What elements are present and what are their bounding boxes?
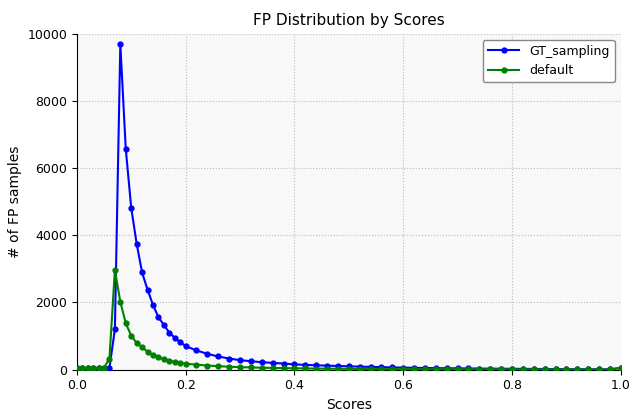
X-axis label: Scores: Scores — [326, 398, 372, 412]
GT_sampling — [73, 365, 81, 370]
Line: default: default — [74, 268, 623, 372]
default — [111, 268, 119, 273]
GT_sampling — [323, 363, 331, 368]
default — [154, 355, 162, 360]
GT_sampling — [204, 351, 211, 356]
GT_sampling — [154, 315, 162, 320]
default — [143, 349, 151, 354]
default — [617, 365, 625, 370]
GT_sampling — [143, 287, 151, 292]
Line: GT_sampling: GT_sampling — [74, 42, 623, 372]
default — [595, 367, 603, 372]
GT_sampling — [617, 365, 625, 370]
Title: FP Distribution by Scores: FP Distribution by Scores — [253, 13, 445, 28]
GT_sampling — [606, 367, 614, 372]
default — [541, 367, 548, 372]
default — [367, 366, 374, 371]
default — [204, 363, 211, 368]
GT_sampling — [116, 42, 124, 47]
default — [73, 365, 81, 370]
Legend: GT_sampling, default: GT_sampling, default — [483, 40, 614, 82]
GT_sampling — [367, 365, 374, 370]
default — [323, 366, 331, 371]
GT_sampling — [541, 367, 548, 372]
Y-axis label: # of FP samples: # of FP samples — [8, 145, 22, 258]
